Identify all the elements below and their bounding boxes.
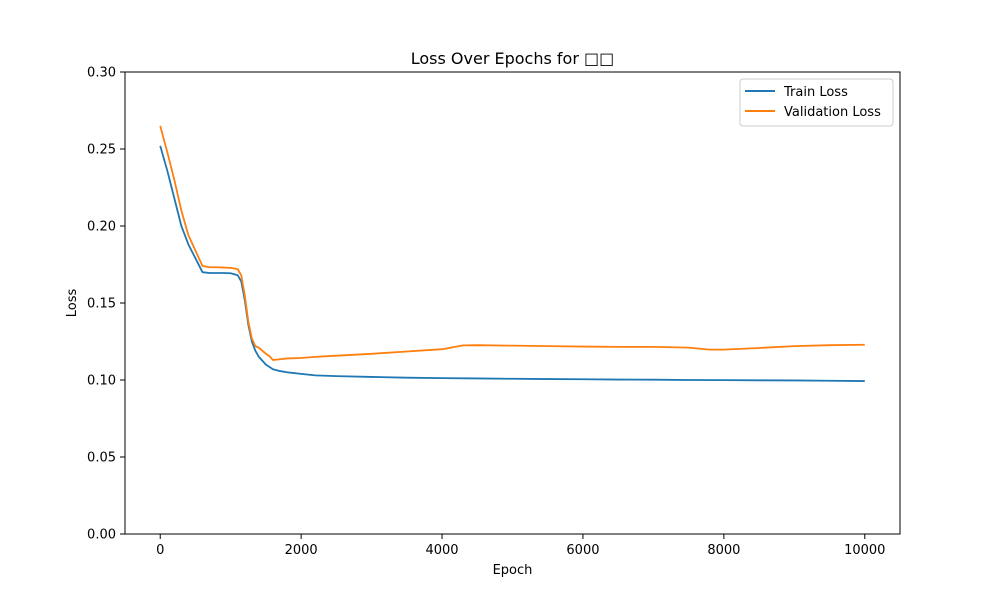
y-tick-label: 0.00: [87, 528, 116, 543]
y-axis-label: Loss: [65, 289, 80, 318]
series-line-train-loss: [159, 145, 865, 382]
y-tick-label: 0.20: [87, 220, 116, 235]
y-tick-label: 0.05: [87, 451, 116, 466]
plot-area-frame: [124, 71, 901, 535]
x-tick-label: 10000: [844, 543, 885, 558]
x-axis-ticks: 0 2000 4000 6000 8000 10000: [156, 534, 885, 558]
x-tick-label: 0: [156, 543, 164, 558]
legend-box: [739, 78, 894, 127]
y-tick-label: 0.30: [87, 66, 116, 81]
x-axis-label: Epoch: [493, 563, 533, 578]
x-tick-label: 4000: [425, 543, 458, 558]
legend-label-validation-loss: Validation Loss: [784, 105, 881, 120]
series-line-validation-loss: [159, 125, 865, 361]
legend: Train Loss Validation Loss: [739, 78, 894, 127]
chart-title: Loss Over Epochs for □□: [411, 49, 614, 68]
y-tick-label: 0.15: [87, 297, 116, 312]
series-layer: [159, 125, 865, 382]
x-tick-label: 2000: [285, 543, 318, 558]
y-tick-label: 0.10: [87, 374, 116, 389]
y-axis-ticks: 0.00 0.05 0.10 0.15 0.20 0.25 0.30: [87, 66, 125, 543]
x-tick-label: 8000: [707, 543, 740, 558]
y-tick-label: 0.25: [87, 143, 116, 158]
legend-label-train-loss: Train Loss: [783, 85, 848, 100]
x-tick-label: 6000: [566, 543, 599, 558]
